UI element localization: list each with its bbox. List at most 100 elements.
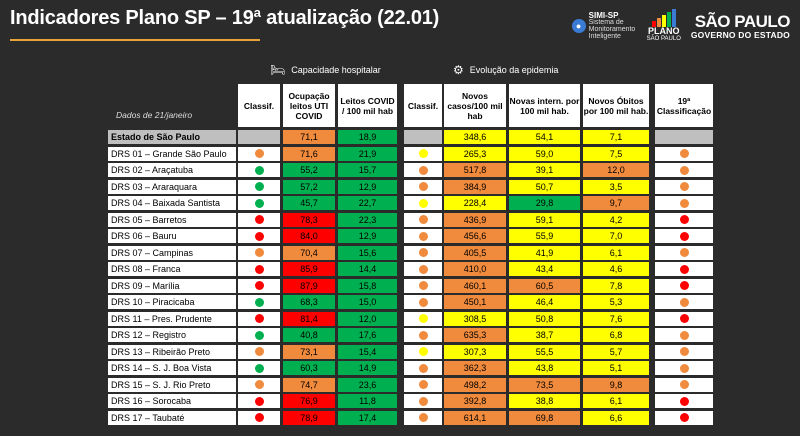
leitos-value: 18,9 <box>338 130 397 145</box>
status-dot <box>418 281 428 291</box>
ocupacao-value: 71,1 <box>283 130 335 145</box>
status-dot <box>254 165 264 175</box>
status-dot <box>418 198 428 208</box>
internacoes-value: 43,4 <box>509 262 580 277</box>
classif-cell <box>404 344 442 359</box>
status-dot <box>679 215 689 225</box>
plano-title: PLANO <box>648 26 680 36</box>
classif-cell <box>404 179 442 194</box>
region-name: DRS 05 – Barretos <box>108 212 236 227</box>
plano-bars-icon <box>651 9 676 27</box>
obitos-value: 5,1 <box>583 361 649 376</box>
leitos-value: 12,0 <box>338 311 397 326</box>
status-dot <box>679 231 689 241</box>
classif-cell <box>655 212 713 227</box>
status-dot <box>679 363 689 373</box>
ocupacao-value: 78,3 <box>283 212 335 227</box>
header-obitos: Novos Óbitos por 100 mil hab. <box>583 84 649 127</box>
status-dot <box>254 149 264 159</box>
casos-value: 405,5 <box>444 245 506 260</box>
header-leitos: Leitos COVID / 100 mil hab <box>338 84 397 127</box>
ocupacao-value: 40,8 <box>283 328 335 343</box>
internacoes-value: 55,9 <box>509 229 580 244</box>
obitos-value: 6,6 <box>583 410 649 425</box>
status-dot <box>679 380 689 390</box>
internacoes-value: 69,8 <box>509 410 580 425</box>
classif-cell <box>404 163 442 178</box>
section-evolucao-label: Evolução da epidemia <box>469 65 559 75</box>
status-dot <box>254 215 264 225</box>
status-dot <box>679 330 689 340</box>
internacoes-value: 54,1 <box>509 130 580 145</box>
simi-logo: ● SIMI-SP Sistema de Monitoramento Inteli… <box>571 12 637 40</box>
obitos-value: 5,7 <box>583 344 649 359</box>
header-casos: Novos casos/100 mil hab <box>444 84 506 127</box>
classif-cell <box>238 212 280 227</box>
casos-value: 456,6 <box>444 229 506 244</box>
status-dot <box>679 314 689 324</box>
casos-value: 460,1 <box>444 278 506 293</box>
classif-cell <box>404 394 442 409</box>
classif-cell <box>238 361 280 376</box>
status-dot <box>418 363 428 373</box>
internacoes-value: 29,8 <box>509 196 580 211</box>
governo-sp-logo: SÃO PAULO GOVERNO DO ESTADO <box>691 13 791 40</box>
leitos-value: 15,8 <box>338 278 397 293</box>
status-dot <box>679 396 689 406</box>
leitos-value: 23,6 <box>338 377 397 392</box>
header-classif-capacidade: Classif. <box>238 84 280 127</box>
ocupacao-value: 70,4 <box>283 245 335 260</box>
ocupacao-value: 87,9 <box>283 278 335 293</box>
casos-value: 450,1 <box>444 295 506 310</box>
leitos-value: 15,4 <box>338 344 397 359</box>
classif-cell <box>404 278 442 293</box>
classif-cell <box>238 130 280 145</box>
status-dot <box>254 396 264 406</box>
ocupacao-value: 45,7 <box>283 196 335 211</box>
classif-cell <box>655 344 713 359</box>
status-dot <box>418 165 428 175</box>
ocupacao-value: 84,0 <box>283 229 335 244</box>
classif-cell <box>404 212 442 227</box>
region-name: DRS 17 – Taubaté <box>108 410 236 425</box>
classif-cell <box>404 130 442 145</box>
classif-cell <box>655 262 713 277</box>
classif-cell <box>655 229 713 244</box>
status-dot <box>418 215 428 225</box>
classif-cell <box>655 130 713 145</box>
status-dot <box>254 380 264 390</box>
classif-cell <box>655 278 713 293</box>
classif-cell <box>404 377 442 392</box>
classif-cell <box>655 163 713 178</box>
hospital-bed-icon: 🛏 <box>270 63 286 77</box>
ocupacao-value: 74,7 <box>283 377 335 392</box>
internacoes-value: 59,0 <box>509 146 580 161</box>
plano-subtitle: SÃO PAULO <box>646 36 681 42</box>
obitos-value: 7,8 <box>583 278 649 293</box>
leitos-value: 14,4 <box>338 262 397 277</box>
classif-cell <box>404 361 442 376</box>
status-dot <box>418 380 428 390</box>
internacoes-value: 73,5 <box>509 377 580 392</box>
classif-cell <box>238 344 280 359</box>
casos-value: 436,9 <box>444 212 506 227</box>
status-dot <box>254 413 264 423</box>
section-capacidade-label: Capacidade hospitalar <box>291 65 381 75</box>
obitos-value: 5,3 <box>583 295 649 310</box>
classif-cell <box>655 295 713 310</box>
region-name: DRS 16 – Sorocaba <box>108 394 236 409</box>
status-dot <box>679 248 689 258</box>
status-dot <box>679 281 689 291</box>
status-dot <box>679 413 689 423</box>
status-dot <box>254 314 264 324</box>
classif-cell <box>655 394 713 409</box>
casos-value: 362,3 <box>444 361 506 376</box>
classif-cell <box>238 295 280 310</box>
obitos-value: 4,2 <box>583 212 649 227</box>
classif-cell <box>655 377 713 392</box>
classif-cell <box>655 311 713 326</box>
status-dot <box>254 231 264 241</box>
section-capacidade: 🛏 Capacidade hospitalar <box>270 63 381 77</box>
obitos-value: 6,1 <box>583 245 649 260</box>
region-name: DRS 13 – Ribeirão Preto <box>108 344 236 359</box>
